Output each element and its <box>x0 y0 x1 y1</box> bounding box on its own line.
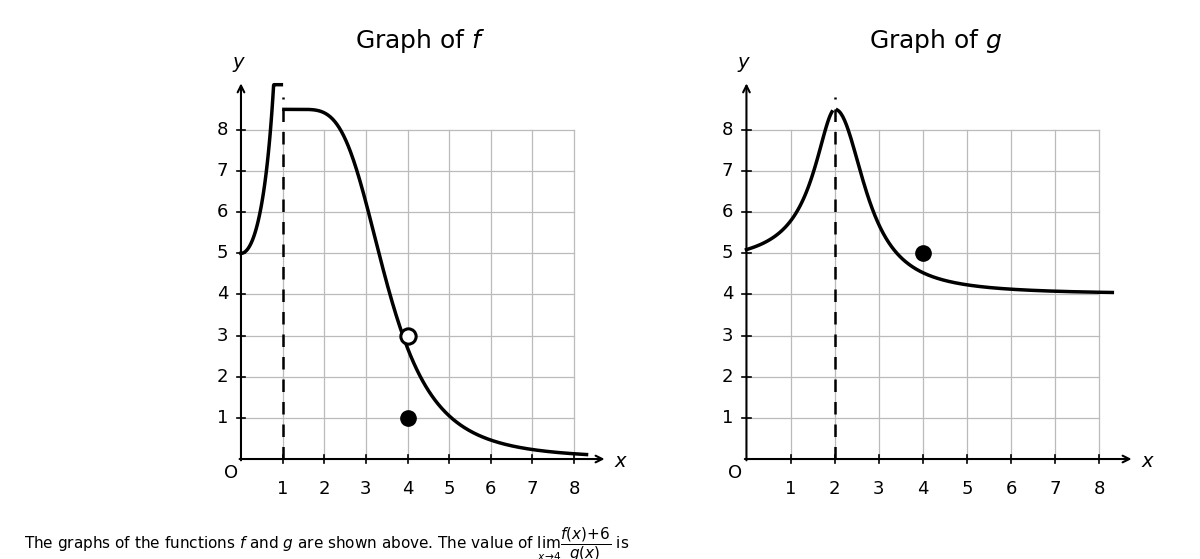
Text: 1: 1 <box>785 480 797 498</box>
Text: 6: 6 <box>485 480 497 498</box>
Text: $x$: $x$ <box>613 452 628 471</box>
Text: 7: 7 <box>721 162 733 180</box>
Text: 5: 5 <box>217 244 228 262</box>
Text: 5: 5 <box>961 480 973 498</box>
Text: 3: 3 <box>721 326 733 344</box>
Text: 5: 5 <box>443 480 455 498</box>
Text: 2: 2 <box>217 368 228 386</box>
Text: 7: 7 <box>1049 480 1061 498</box>
Text: 7: 7 <box>527 480 538 498</box>
Text: O: O <box>223 465 238 482</box>
Title: Graph of $g$: Graph of $g$ <box>869 27 1003 55</box>
Text: 4: 4 <box>217 286 228 304</box>
Text: 5: 5 <box>721 244 733 262</box>
Text: The graphs of the functions $f$ and $g$ are shown above. The value of $\lim_{x \: The graphs of the functions $f$ and $g$ … <box>24 525 629 559</box>
Title: Graph of $f$: Graph of $f$ <box>355 27 485 55</box>
Text: 3: 3 <box>217 326 228 344</box>
Text: 8: 8 <box>1093 480 1105 498</box>
Text: 2: 2 <box>829 480 840 498</box>
Text: 7: 7 <box>217 162 228 180</box>
Text: 1: 1 <box>217 409 228 427</box>
Text: 8: 8 <box>722 121 733 139</box>
Text: 2: 2 <box>721 368 733 386</box>
Text: 4: 4 <box>721 286 733 304</box>
Text: 6: 6 <box>217 203 228 221</box>
Text: 3: 3 <box>872 480 884 498</box>
Text: $y$: $y$ <box>232 55 246 74</box>
Text: 2: 2 <box>318 480 330 498</box>
Text: 4: 4 <box>917 480 929 498</box>
Text: O: O <box>728 465 743 482</box>
Text: 3: 3 <box>360 480 372 498</box>
Text: 6: 6 <box>1006 480 1016 498</box>
Text: $x$: $x$ <box>1141 452 1156 471</box>
Text: 6: 6 <box>722 203 733 221</box>
Text: 4: 4 <box>402 480 413 498</box>
Text: 1: 1 <box>722 409 733 427</box>
Text: 8: 8 <box>217 121 228 139</box>
Text: 1: 1 <box>277 480 288 498</box>
Text: 8: 8 <box>569 480 580 498</box>
Text: $y$: $y$ <box>737 55 751 74</box>
